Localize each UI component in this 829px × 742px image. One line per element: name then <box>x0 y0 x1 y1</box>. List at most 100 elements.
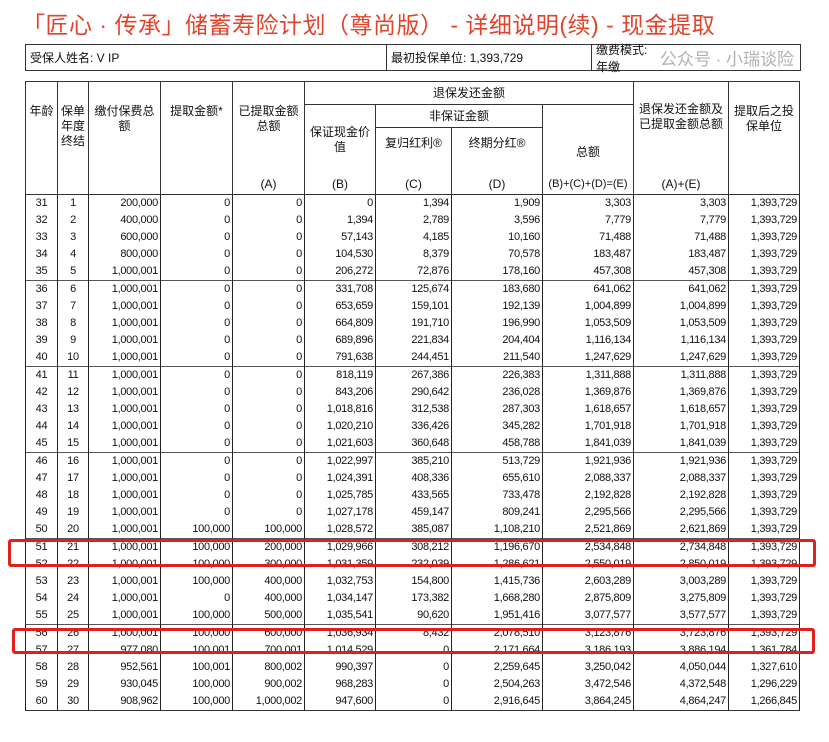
table-cell: 800,002 <box>232 659 305 676</box>
table-cell: 10,160 <box>451 229 543 246</box>
table-cell: 1,029,966 <box>304 538 376 556</box>
table-cell: 400,000 <box>232 573 305 590</box>
table-cell: 100,000 <box>160 676 233 693</box>
table-cell: 1,000,002 <box>232 693 305 711</box>
table-cell: 9 <box>57 332 89 349</box>
table-cell: 192,139 <box>451 298 543 315</box>
table-cell: 1,000,001 <box>88 487 161 504</box>
table-cell: 1,618,657 <box>633 401 729 418</box>
payment-mode-cell: 缴费模式: 年缴 公众号 · 小瑞谈险 <box>592 43 800 74</box>
code-c: (C) <box>405 177 422 191</box>
table-row: 43 13 1,000,001 0 0 1,018,816 312,538 287,303 1,… <box>25 401 800 418</box>
header-age: 年龄 <box>25 81 58 195</box>
table-cell: 0 <box>160 263 233 281</box>
table-cell: 1,053,509 <box>633 315 729 332</box>
table-cell: 71,488 <box>542 229 634 246</box>
table-cell: 2 <box>57 212 89 229</box>
table-cell: 4,864,247 <box>633 693 729 711</box>
table-cell: 1,921,936 <box>542 452 634 470</box>
table-cell: 1,393,729 <box>728 487 800 504</box>
benefit-table: 年龄 保单年度终结 缴付保费总额 提取金额* 已提取金额总额 (A) 退保发还金… <box>25 81 800 711</box>
table-cell: 100,000 <box>160 521 233 539</box>
table-cell: 968,283 <box>304 676 376 693</box>
table-cell: 1,116,134 <box>542 332 634 349</box>
table-cell: 200,000 <box>232 538 305 556</box>
table-cell: 4,050,044 <box>633 659 729 676</box>
table-cell: 125,674 <box>375 280 452 298</box>
table-cell: 1,296,229 <box>728 676 800 693</box>
table-cell: 42 <box>25 384 58 401</box>
table-cell: 1,196,670 <box>451 538 543 556</box>
table-cell: 23 <box>57 573 89 590</box>
table-cell: 500,000 <box>232 607 305 625</box>
table-cell: 600,000 <box>88 229 161 246</box>
table-cell: 0 <box>160 504 233 521</box>
table-cell: 0 <box>232 504 305 521</box>
table-cell: 331,708 <box>304 280 376 298</box>
table-cell: 0 <box>160 384 233 401</box>
table-row: 59 29 930,045 100,000 900,002 968,283 0 2,504,2… <box>25 676 800 693</box>
table-cell: 433,565 <box>375 487 452 504</box>
table-cell: 2,916,645 <box>451 693 543 711</box>
table-cell: 1,393,729 <box>728 229 800 246</box>
table-cell: 733,478 <box>451 487 543 504</box>
table-cell: 1,393,729 <box>728 573 800 590</box>
table-cell: 1,025,785 <box>304 487 376 504</box>
table-cell: 1,053,509 <box>542 315 634 332</box>
table-cell: 0 <box>232 246 305 263</box>
table-cell: 1,247,629 <box>633 349 729 367</box>
table-cell: 154,800 <box>375 573 452 590</box>
table-row: 41 11 1,000,001 0 0 818,119 267,386 226,383 1,31… <box>25 366 800 384</box>
table-cell: 0 <box>232 418 305 435</box>
table-cell: 408,336 <box>375 470 452 487</box>
table-cell: 1,311,888 <box>542 366 634 384</box>
table-cell: 0 <box>232 315 305 332</box>
table-cell: 843,206 <box>304 384 376 401</box>
table-cell: 53 <box>25 573 58 590</box>
watermark: 公众号 · 小瑞谈险 <box>659 50 794 69</box>
table-cell: 360,648 <box>375 435 452 453</box>
table-row: 32 2 400,000 0 0 1,394 2,789 3,596 7,779 7,779 1,3… <box>25 212 800 229</box>
table-cell: 1,032,753 <box>304 573 376 590</box>
table-cell: 236,028 <box>451 384 543 401</box>
table-cell: 1,000,001 <box>88 435 161 453</box>
table-cell: 1,393,729 <box>728 590 800 607</box>
table-cell: 1,000,001 <box>88 298 161 315</box>
table-cell: 0 <box>160 435 233 453</box>
table-cell: 183,487 <box>633 246 729 263</box>
table-cell: 0 <box>160 349 233 367</box>
table-cell: 1,034,147 <box>304 590 376 607</box>
table-cell: 32 <box>25 212 58 229</box>
code-e: (B)+(C)+(D)=(E) <box>548 178 628 190</box>
table-cell: 0 <box>232 349 305 367</box>
table-cell: 400,000 <box>88 212 161 229</box>
table-cell: 1,393,729 <box>728 212 800 229</box>
table-cell: 689,896 <box>304 332 376 349</box>
table-cell: 308,212 <box>375 538 452 556</box>
table-cell: 1,909 <box>451 194 543 212</box>
code-a: (A) <box>260 177 277 191</box>
table-cell: 0 <box>160 470 233 487</box>
table-row: 31 1 200,000 0 0 0 1,394 1,909 3,303 3,303 1,393,7… <box>25 194 800 212</box>
table-cell: 1,027,178 <box>304 504 376 521</box>
table-cell: 655,610 <box>451 470 543 487</box>
table-cell: 1,000,001 <box>88 573 161 590</box>
table-cell: 990,397 <box>304 659 376 676</box>
table-cell: 196,990 <box>451 315 543 332</box>
table-cell: 206,272 <box>304 263 376 281</box>
table-cell: 1,000,001 <box>88 280 161 298</box>
insured-name: 受保人姓名: V IP <box>26 45 387 70</box>
highlight-row-55 <box>12 628 815 654</box>
table-cell: 653,659 <box>304 298 376 315</box>
page-title: 「匠心 · 传承」储蓄寿险计划（尊尚版） - 详细说明(续) - 现金提取 <box>22 12 716 38</box>
table-cell: 1,393,729 <box>728 194 800 212</box>
table-cell: 7,779 <box>633 212 729 229</box>
table-cell: 100,000 <box>232 521 305 539</box>
highlight-row-50 <box>8 539 816 567</box>
header-year: 保单年度终结 <box>57 81 89 195</box>
table-cell: 39 <box>25 332 58 349</box>
table-row: 55 25 1,000,001 100,000 500,000 1,035,541 90,6… <box>25 607 800 625</box>
table-cell: 3,864,245 <box>542 693 634 711</box>
table-cell: 1,393,729 <box>728 435 800 453</box>
table-cell: 1,618,657 <box>542 401 634 418</box>
